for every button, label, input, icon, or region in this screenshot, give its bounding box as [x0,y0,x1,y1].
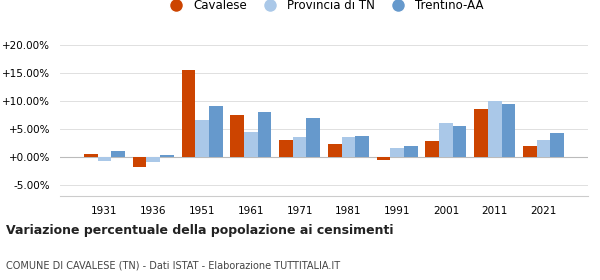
Bar [502,104,515,157]
Bar [391,148,404,157]
Bar [307,118,320,157]
Bar [112,151,125,157]
Bar [341,137,355,157]
Text: COMUNE DI CAVALESE (TN) - Dati ISTAT - Elaborazione TUTTITALIA.IT: COMUNE DI CAVALESE (TN) - Dati ISTAT - E… [6,260,340,270]
Bar [439,123,453,157]
Bar [209,106,223,157]
Bar [133,157,146,167]
Bar [160,155,174,157]
Bar [488,101,502,157]
Bar [84,154,98,157]
Bar [377,157,391,160]
Bar [550,133,564,157]
Text: Variazione percentuale della popolazione ai censimenti: Variazione percentuale della popolazione… [6,224,394,237]
Bar [195,120,209,157]
Bar [404,146,418,157]
Bar [355,136,369,157]
Bar [182,70,195,157]
Bar [328,144,341,157]
Bar [230,115,244,157]
Bar [425,141,439,157]
Bar [279,140,293,157]
Bar [244,132,257,157]
Bar [146,157,160,162]
Bar [453,126,466,157]
Bar [98,157,112,161]
Bar [257,112,271,157]
Legend: Cavalese, Provincia di TN, Trentino-AA: Cavalese, Provincia di TN, Trentino-AA [160,0,488,17]
Bar [523,146,536,157]
Bar [474,109,488,157]
Bar [536,140,550,157]
Bar [293,137,307,157]
